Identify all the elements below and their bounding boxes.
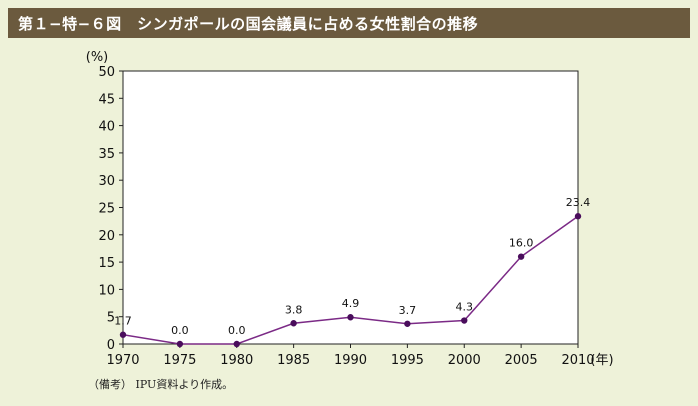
data-label-1970: 1.7 xyxy=(114,315,132,328)
x-axis-unit-label: (年) xyxy=(590,353,613,368)
chart-title-bar: 第１−特−６図 シンガポールの国会議員に占める女性割合の推移 xyxy=(8,8,690,38)
x-tick-label: 2010 xyxy=(561,353,594,368)
x-tick-label: 1995 xyxy=(391,353,424,368)
y-tick-label: 45 xyxy=(98,92,115,107)
y-tick-label: 15 xyxy=(98,256,115,271)
x-tick-label: 1980 xyxy=(220,353,253,368)
x-tick-label: 1990 xyxy=(334,353,367,368)
data-point-1975 xyxy=(176,340,184,348)
x-axis: 1970 1975 1980 1985 1990 1995 2000 2005 2010 xyxy=(106,344,595,368)
data-label-1995: 3.7 xyxy=(399,304,417,317)
x-tick-label: 1970 xyxy=(106,353,139,368)
data-label-2005: 16.0 xyxy=(509,237,534,250)
data-label-2010: 23.4 xyxy=(566,196,591,209)
y-tick-label: 35 xyxy=(98,147,115,162)
y-tick-label: 10 xyxy=(98,283,115,298)
data-label-1975: 0.0 xyxy=(171,324,189,337)
x-tick-label: 1975 xyxy=(163,353,196,368)
plot-area xyxy=(122,70,579,345)
data-point-1990 xyxy=(347,314,354,321)
data-point-2010 xyxy=(574,213,582,220)
y-tick-label: 0 xyxy=(107,338,115,353)
x-tick-label: 2000 xyxy=(448,353,481,368)
x-tick-label: 2005 xyxy=(505,353,538,368)
data-point-1970 xyxy=(119,331,127,338)
data-point-1980 xyxy=(233,340,240,348)
data-label-1985: 3.8 xyxy=(285,303,303,316)
y-tick-label: 5 xyxy=(107,311,115,326)
y-tick-label: 25 xyxy=(98,202,115,217)
y-axis-unit-label: (%) xyxy=(86,50,109,65)
data-labels: 1.7 0.0 0.0 3.8 4.9 3.7 4.3 16.0 23.4 xyxy=(114,196,590,337)
source-note: （備考） IPU資料より作成。 xyxy=(88,378,234,391)
data-point-1995 xyxy=(404,320,411,327)
data-label-1990: 4.9 xyxy=(342,297,360,310)
y-tick-label: 30 xyxy=(98,174,115,189)
y-axis: 0 5 10 15 20 25 30 35 40 45 50 xyxy=(98,65,123,353)
data-point-1985 xyxy=(290,320,297,327)
y-tick-label: 20 xyxy=(98,229,115,244)
x-tick-label: 1985 xyxy=(277,353,310,368)
y-tick-label: 50 xyxy=(98,65,115,80)
chart-title: 第１−特−６図 シンガポールの国会議員に占める女性割合の推移 xyxy=(18,14,479,33)
data-points xyxy=(119,213,582,348)
data-label-1980: 0.0 xyxy=(228,324,246,337)
data-point-2005 xyxy=(517,253,525,260)
data-label-2000: 4.3 xyxy=(456,301,474,314)
data-point-2000 xyxy=(461,317,468,324)
y-tick-label: 40 xyxy=(98,120,115,135)
